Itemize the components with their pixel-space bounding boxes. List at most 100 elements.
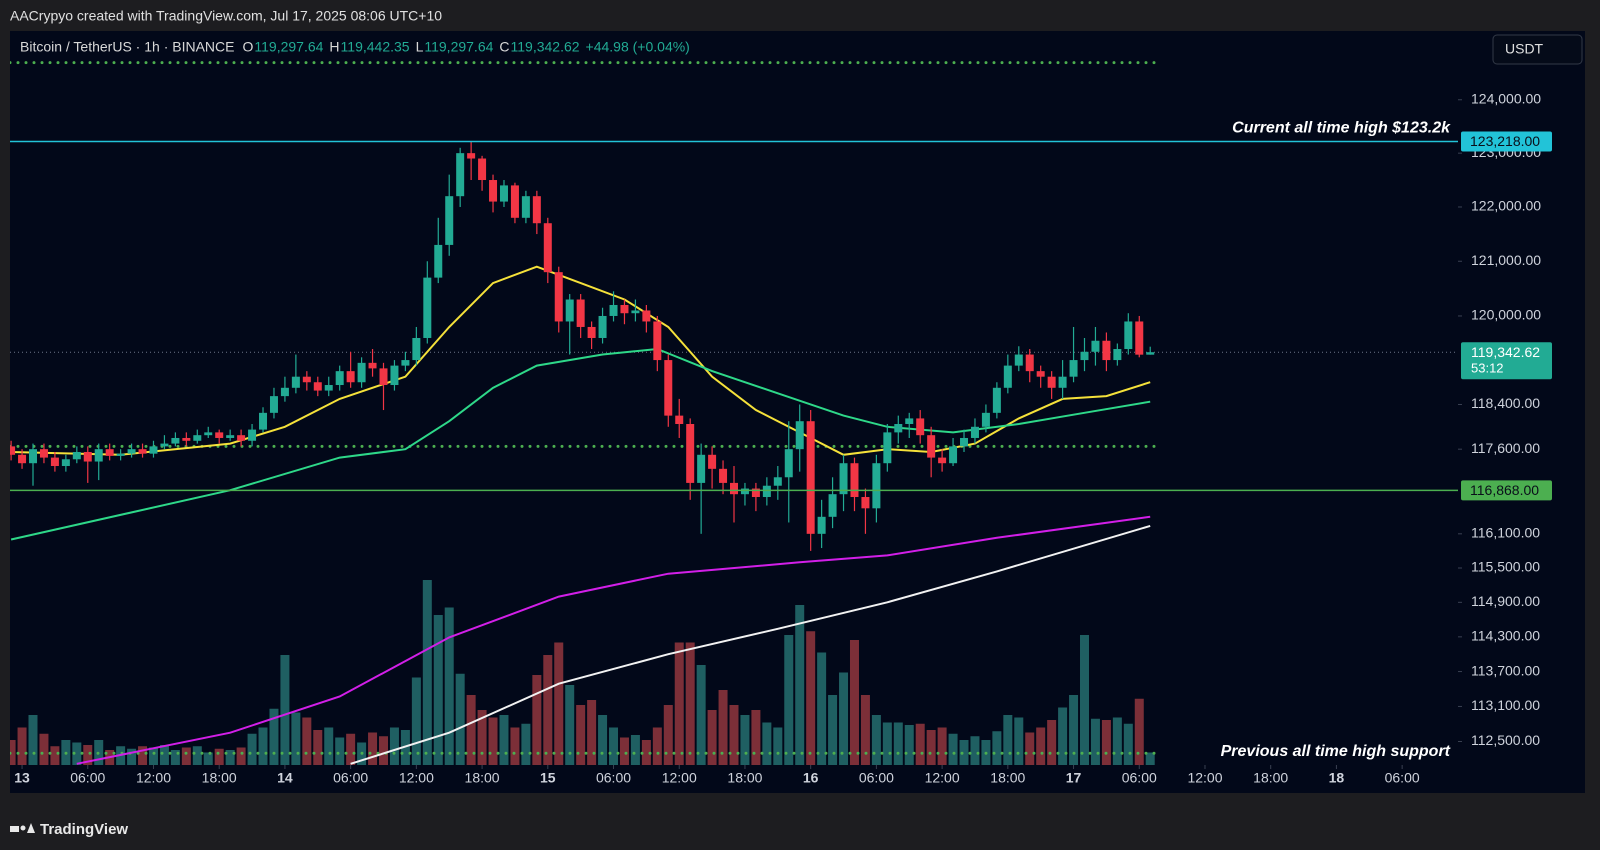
candle-body <box>828 494 837 517</box>
volume-bar <box>422 580 432 765</box>
candle-body <box>138 449 147 454</box>
volume-bar <box>773 727 783 765</box>
candle-body <box>521 196 530 218</box>
x-tick-label: 06:00 <box>333 770 368 786</box>
volume-bar <box>630 735 640 765</box>
x-tick-label: 18:00 <box>990 770 1025 786</box>
candle-body <box>423 277 432 338</box>
level-price-label: 116,868.00 <box>1470 482 1539 498</box>
y-tick-label: 124,000.00 <box>1471 90 1541 106</box>
candle-body <box>686 423 695 483</box>
y-tick-label: 113,700.00 <box>1471 662 1540 678</box>
annotation: Previous all time high support <box>1221 743 1451 760</box>
candle-body <box>324 385 333 391</box>
candle-body <box>839 463 848 495</box>
y-tick-label: 114,900.00 <box>1471 593 1540 609</box>
volume-bar <box>576 705 586 765</box>
volume-bar <box>83 745 93 765</box>
candle-body <box>280 387 289 397</box>
candle-body <box>269 396 278 413</box>
legend: Bitcoin / TetherUS · 1h · BINANCE O 119,29… <box>20 39 690 55</box>
last-price-label: 119,342.62 <box>1471 344 1540 360</box>
candle-body <box>302 376 311 383</box>
candle-body <box>313 382 322 391</box>
x-tick-label: 12:00 <box>1187 770 1222 786</box>
candle-body <box>335 371 344 386</box>
candle-body <box>576 299 585 327</box>
candle-body <box>160 443 169 447</box>
volume-bar <box>959 740 969 765</box>
candle-body <box>817 516 826 534</box>
currency-button[interactable] <box>1492 34 1583 65</box>
candle-body <box>193 435 202 441</box>
plot-area: Current all time high $123.2k Previous al… <box>10 61 1458 765</box>
candle-body <box>489 180 498 202</box>
volume-bar <box>915 723 925 765</box>
volume-bar <box>663 705 673 765</box>
annotation: Current all time high $123.2k <box>1232 120 1451 137</box>
candle-body <box>719 468 728 483</box>
candle-body <box>401 360 410 366</box>
volume-bar <box>302 717 312 765</box>
y-tick-label: 117,600.00 <box>1471 440 1540 456</box>
candle-body <box>1003 365 1012 388</box>
x-tick-label: 16 <box>803 770 819 786</box>
volume-bar <box>1025 732 1035 765</box>
candle-body <box>390 365 399 386</box>
candle-body <box>83 451 92 462</box>
ohlc-key: O <box>242 39 253 55</box>
ohlc-key: H <box>329 39 339 55</box>
volume-bar <box>992 731 1002 765</box>
volume-bar <box>970 736 980 765</box>
volume-bar <box>39 733 49 765</box>
ohlc-value: 119,342.62 <box>511 39 580 55</box>
x-tick-label: 18:00 <box>1253 770 1288 786</box>
candle-body <box>675 415 684 424</box>
volume-bar <box>1003 715 1013 765</box>
candle-body <box>543 223 552 273</box>
volume-bar <box>839 672 849 765</box>
candle-body <box>237 435 246 441</box>
candle-body <box>346 371 355 383</box>
candle-body <box>72 451 81 460</box>
volume-bar <box>565 685 575 765</box>
volume-bar <box>313 730 323 765</box>
level-price-box <box>1461 480 1552 501</box>
candle-body <box>784 449 793 478</box>
countdown-label: 53:12 <box>1471 361 1504 376</box>
y-tick-label: 115,500.00 <box>1471 559 1540 575</box>
candle-body <box>927 435 936 458</box>
volume-bar <box>50 746 60 765</box>
volume-bar <box>411 677 421 765</box>
volume-bar <box>707 710 717 765</box>
volume-bar <box>488 717 498 765</box>
x-tick-label: 18:00 <box>202 770 237 786</box>
volume-bar <box>17 727 27 765</box>
change: +44.98 (+0.04%) <box>586 39 690 55</box>
candle-body <box>478 158 487 181</box>
level-price-box <box>1461 131 1552 152</box>
volume-bar <box>674 642 684 765</box>
candle-body <box>1080 351 1089 361</box>
candle-body <box>960 437 969 447</box>
footer-brand: TradingView <box>40 821 128 838</box>
volume-bar <box>904 725 914 765</box>
candle-body <box>291 376 300 388</box>
volume-bar <box>817 652 827 765</box>
candle-body <box>850 463 859 498</box>
volume-bar <box>1036 727 1046 765</box>
volume-bar <box>170 750 180 765</box>
x-tick-label: 18 <box>1329 770 1345 786</box>
volume-bar <box>729 705 739 765</box>
candle-body <box>894 423 903 433</box>
candle-body <box>39 449 48 458</box>
candle-body <box>204 432 213 436</box>
volume-bar <box>587 700 597 765</box>
volume-bar <box>280 655 290 765</box>
volume-bar <box>554 642 564 765</box>
volume-bar <box>1047 720 1057 765</box>
candle-body <box>226 435 235 438</box>
candle-body <box>861 497 870 509</box>
candle-body <box>149 446 158 454</box>
volume-bar <box>346 733 356 765</box>
